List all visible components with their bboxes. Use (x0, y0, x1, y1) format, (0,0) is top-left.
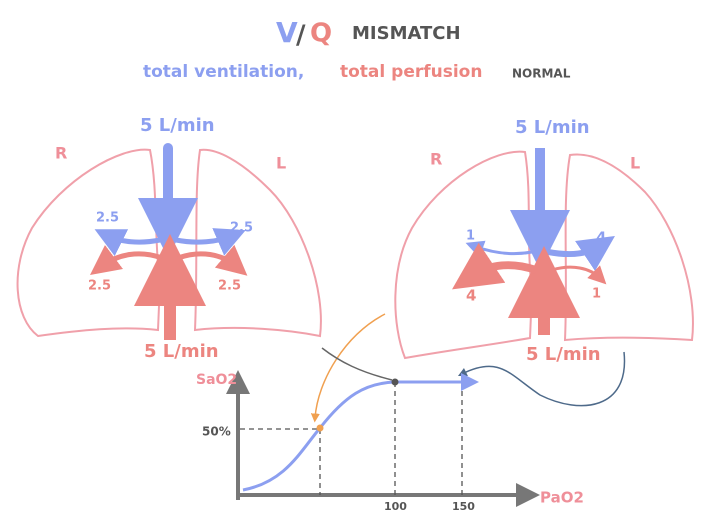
y-axis-label: SaO2 (196, 372, 237, 388)
perfusion-label: 5 L/min (526, 344, 601, 365)
point (316, 424, 324, 432)
side-label: L (630, 154, 640, 173)
subtitle-perfusion: total perfusion (340, 62, 482, 82)
perfusion-arrow (551, 265, 607, 285)
title-v: V (276, 16, 298, 49)
ventilation-arrow (175, 228, 246, 256)
x-axis-label: PaO2 (540, 489, 584, 507)
flow-label: 1 (466, 229, 475, 244)
flow-label: 1 (592, 287, 601, 302)
connector (457, 351, 626, 407)
ventilation-label: 5 L/min (140, 115, 215, 136)
tick-label: 150 (452, 500, 475, 513)
flow-label: 2.5 (88, 279, 111, 294)
flow-label: 4 (466, 287, 476, 305)
point (391, 378, 399, 386)
flow-label: 2.5 (218, 279, 241, 294)
tick-label: 100 (384, 500, 407, 513)
subtitle-status: NORMAL (512, 67, 571, 81)
flow-label: 2.5 (96, 211, 119, 226)
lung (563, 153, 694, 342)
connector (310, 313, 386, 423)
title-rest: MISMATCH (352, 23, 461, 44)
perfusion-label: 5 L/min (144, 341, 219, 362)
ventilation-arrow (547, 236, 615, 271)
ventilation-label: 5 L/min (515, 117, 590, 138)
perfusion-arrow (452, 242, 538, 290)
title-q: Q (310, 19, 332, 49)
guide-lines (240, 382, 463, 495)
perfusion-arrow (177, 244, 248, 276)
tick-label: 50% (202, 425, 231, 439)
side-label: R (430, 150, 442, 169)
side-label: L (276, 154, 286, 173)
dissociation-curve (242, 373, 479, 492)
subtitle-ventilation: total ventilation, (143, 62, 304, 82)
perfusion-arrow (89, 245, 163, 275)
ventilation-arrow (94, 229, 161, 257)
flow-label: 2.5 (230, 221, 253, 236)
ventilation-arrow (465, 240, 533, 258)
connector (321, 347, 393, 381)
title-slash: / (296, 21, 306, 51)
flow-label: 4 (596, 229, 606, 247)
side-label: R (55, 144, 67, 163)
